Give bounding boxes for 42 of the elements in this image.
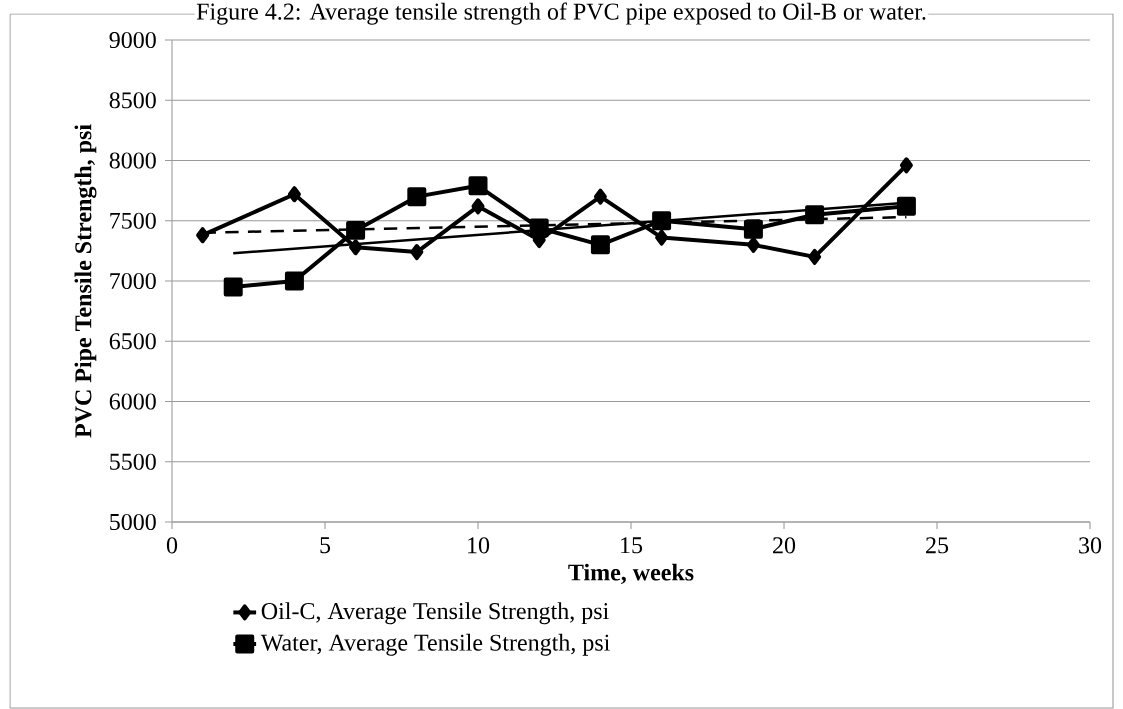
point (593, 188, 607, 205)
x-tick-label: 5 (320, 537, 331, 554)
point (743, 219, 763, 239)
x-axis-title: Time, weeks (568, 563, 694, 585)
y-axis-title: PVC Pipe Tensile Strength, psi (74, 124, 97, 438)
point (223, 277, 243, 297)
point (896, 196, 916, 216)
x-tick-label: 30 (1079, 537, 1102, 554)
point (346, 220, 366, 240)
y-tick-label: 7000 (110, 272, 156, 290)
x-tick-label: 10 (468, 537, 490, 554)
point (746, 236, 760, 253)
point (407, 187, 427, 207)
y-tick-label: 5000 (110, 513, 156, 531)
y-tick-label: 6500 (109, 333, 156, 350)
x-tick-label: 0 (166, 537, 178, 554)
y-tick-label: 8500 (109, 92, 156, 109)
legend-label: Water, Average Tensile Strength, psi (260, 633, 610, 656)
point (899, 157, 913, 174)
x-tick-label: 25 (926, 537, 949, 554)
y-tick-label: 5500 (110, 453, 156, 470)
x-tick-label: 15 (621, 537, 643, 554)
point (287, 186, 301, 203)
point (196, 227, 210, 244)
point (655, 229, 669, 246)
y-tick-label: 7500 (110, 212, 156, 229)
point (468, 176, 488, 196)
y-tick-label: 9000 (109, 31, 156, 49)
point (590, 235, 610, 255)
point (410, 244, 424, 261)
point (349, 239, 363, 256)
chart-title: Figure 4.2: Average tensile strength of PVC pipe exposed to Oil-B or water. (196, 2, 926, 25)
point (808, 248, 822, 265)
point (284, 271, 304, 291)
point (471, 198, 485, 215)
point (529, 218, 549, 238)
point (805, 205, 825, 225)
y-tick-label: 8000 (109, 152, 156, 169)
point (652, 211, 672, 231)
y-tick-label: 6000 (109, 393, 156, 410)
legend-label: Oil-C, Average Tensile Strength, psi (261, 602, 609, 625)
x-tick-label: 20 (773, 537, 796, 554)
